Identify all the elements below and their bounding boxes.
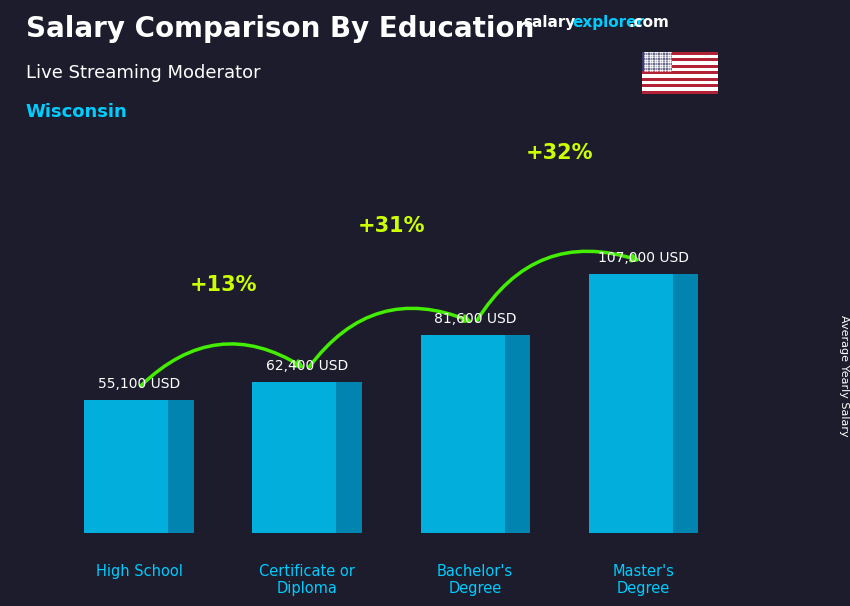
Bar [642, 65, 718, 68]
Bar [642, 68, 718, 71]
Text: +31%: +31% [357, 216, 425, 236]
Text: +13%: +13% [190, 275, 257, 295]
Polygon shape [588, 274, 672, 533]
Bar [642, 61, 718, 65]
Text: explorer: explorer [572, 15, 644, 30]
Polygon shape [505, 336, 530, 533]
Bar [642, 81, 718, 84]
Polygon shape [84, 400, 168, 533]
Text: 62,400 USD: 62,400 USD [266, 359, 348, 373]
Bar [642, 84, 718, 87]
Bar [642, 52, 672, 71]
Text: .com: .com [628, 15, 669, 30]
Text: Live Streaming Moderator: Live Streaming Moderator [26, 64, 260, 82]
Bar [642, 78, 718, 81]
Polygon shape [337, 382, 362, 533]
Text: +32%: +32% [525, 142, 593, 163]
Text: Bachelor's
Degree: Bachelor's Degree [437, 564, 513, 596]
Text: Master's
Degree: Master's Degree [612, 564, 674, 596]
Bar [642, 91, 718, 94]
Polygon shape [421, 336, 505, 533]
Text: 107,000 USD: 107,000 USD [598, 251, 688, 265]
Text: Average Yearly Salary: Average Yearly Salary [839, 315, 849, 436]
Text: Certificate or
Diploma: Certificate or Diploma [259, 564, 355, 596]
Text: salary: salary [523, 15, 575, 30]
Polygon shape [168, 400, 194, 533]
Bar [642, 52, 718, 55]
Text: 55,100 USD: 55,100 USD [98, 376, 180, 391]
Text: Wisconsin: Wisconsin [26, 103, 128, 121]
Text: High School: High School [95, 564, 183, 579]
Polygon shape [252, 382, 337, 533]
Text: Salary Comparison By Education: Salary Comparison By Education [26, 15, 534, 43]
Bar [642, 58, 718, 61]
Bar [642, 75, 718, 78]
Bar [642, 55, 718, 58]
Text: 81,600 USD: 81,600 USD [434, 312, 517, 327]
Bar [642, 87, 718, 91]
Bar [642, 71, 718, 75]
Polygon shape [672, 274, 698, 533]
